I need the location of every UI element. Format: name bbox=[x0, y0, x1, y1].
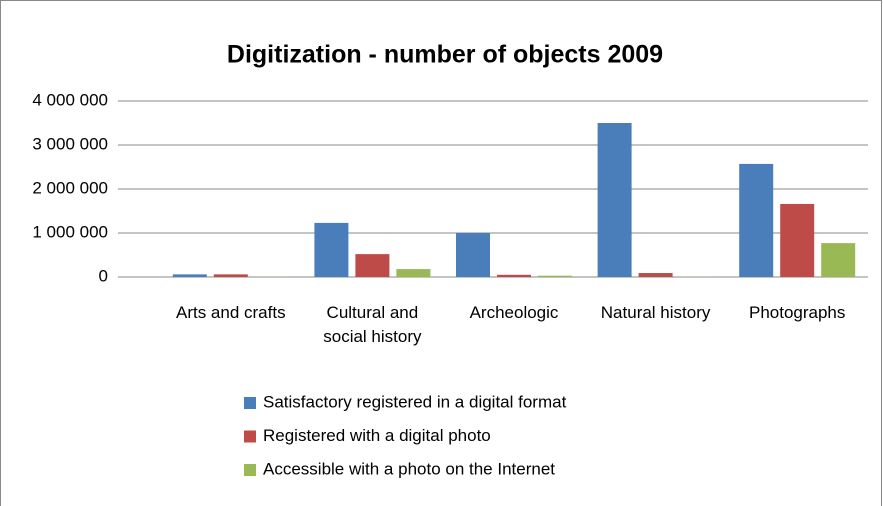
bar bbox=[821, 243, 856, 277]
legend-label: Accessible with a photo on the Internet bbox=[263, 459, 555, 478]
bar bbox=[213, 274, 248, 277]
y-tick-label: 2 000 000 bbox=[32, 178, 108, 197]
bar bbox=[396, 269, 431, 277]
x-tick-label: Arts and crafts bbox=[175, 303, 286, 322]
legend-swatch bbox=[244, 430, 256, 443]
bar bbox=[497, 274, 531, 277]
bar bbox=[355, 254, 390, 277]
bar bbox=[314, 222, 349, 277]
x-tick-label: Cultural and social history bbox=[323, 303, 422, 346]
y-tick-label: 4 000 000 bbox=[32, 90, 108, 109]
bar bbox=[638, 273, 673, 277]
bar bbox=[597, 123, 632, 277]
legend-label: Satisfactory registered in a digital for… bbox=[263, 392, 567, 411]
y-tick-label: 0 bbox=[99, 266, 108, 285]
bar bbox=[456, 233, 490, 277]
x-tick-label: Archeologic bbox=[469, 303, 559, 322]
x-tick-label: Natural history bbox=[600, 303, 711, 322]
legend-swatch bbox=[244, 397, 256, 409]
chart-title: Digitization - number of objects 2009 bbox=[227, 41, 663, 69]
bar bbox=[172, 274, 207, 277]
bar bbox=[780, 203, 815, 277]
legend-label: Registered with a digital photo bbox=[263, 426, 491, 445]
bar bbox=[538, 275, 572, 277]
legend-swatch bbox=[244, 464, 256, 476]
bar bbox=[739, 163, 774, 277]
x-tick-label: Photographs bbox=[748, 303, 846, 322]
y-tick-label: 1 000 000 bbox=[32, 222, 108, 241]
y-tick-label: 3 000 000 bbox=[32, 134, 108, 153]
